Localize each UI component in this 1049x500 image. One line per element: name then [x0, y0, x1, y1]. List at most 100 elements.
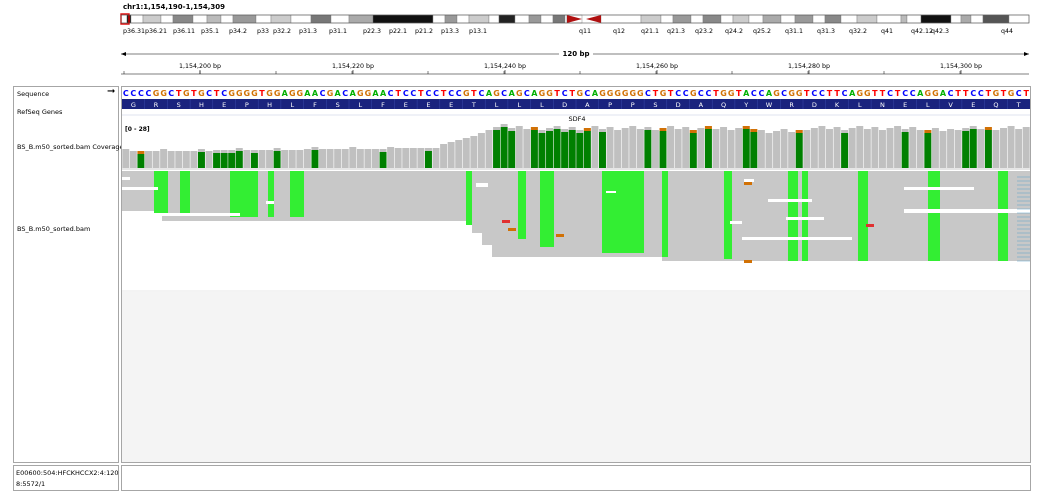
sequence-base: G — [932, 89, 939, 98]
coverage-mismatch-cap — [137, 151, 145, 154]
ideogram-band — [142, 14, 162, 24]
coverage-mismatch-cap — [530, 127, 538, 130]
sequence-base: C — [168, 89, 174, 98]
sequence-base: T — [441, 89, 447, 98]
alignment-gap — [476, 183, 488, 187]
coverage-track-label[interactable]: BS_B.m50_sorted.bam Coverage — [17, 143, 124, 151]
sequence-base: T — [880, 89, 886, 98]
ideogram-band-label: q25.2 — [753, 28, 771, 35]
amino-acid-label: L — [540, 101, 544, 109]
coverage-bar — [1007, 126, 1015, 168]
sequence-base: T — [668, 89, 674, 98]
coverage-bar — [720, 127, 728, 168]
ideogram-band — [192, 14, 208, 24]
ideogram-band — [270, 14, 292, 24]
coverage-mismatch-cap — [924, 130, 932, 133]
sequence-base: C — [138, 89, 144, 98]
ideogram-band — [564, 14, 568, 24]
ideogram-band — [232, 14, 257, 24]
coverage-bar — [394, 148, 402, 168]
alignment-mismatch — [508, 228, 516, 231]
coverage-mismatch-cap — [795, 130, 803, 133]
ideogram-band-label: p13.1 — [469, 28, 487, 35]
amino-acid-label: E — [903, 101, 907, 109]
coverage-bar — [145, 151, 152, 168]
coverage-bar — [402, 148, 410, 168]
ideogram-band-label: p33 — [257, 28, 269, 35]
alignment-gap — [122, 177, 130, 180]
sequence-base: C — [410, 89, 416, 98]
sequence-base: G — [228, 89, 235, 98]
alignment-track-label[interactable]: BS_B.m50_sorted.bam — [17, 225, 91, 233]
amino-acid-label: F — [313, 101, 317, 109]
ideogram-band — [310, 14, 332, 24]
coverage-bar — [485, 130, 493, 168]
amino-acid-label: D — [812, 101, 817, 109]
coverage-bar — [780, 129, 788, 168]
coverage-bar — [356, 149, 364, 168]
alignment-read-block — [492, 245, 1030, 257]
ruler-span-bg — [559, 49, 593, 58]
alignment-methyl-column — [240, 171, 258, 217]
chromosome-ideogram[interactable]: p36.31 p36.21 p36.11 p35.1 p34.2 p33 p32.2 p31.… — [120, 13, 1031, 35]
sequence-base: T — [259, 89, 265, 98]
sequence-base: T — [176, 89, 182, 98]
sequence-base: T — [872, 89, 878, 98]
coverage-bar — [886, 128, 894, 168]
ideogram-band-label: q32.2 — [849, 28, 867, 35]
coverage-methyl-bar — [220, 153, 228, 168]
coverage-bar — [326, 149, 334, 168]
coverage-bar — [765, 133, 773, 168]
coverage-bar — [349, 147, 357, 168]
coverage-bar — [878, 130, 886, 168]
sequence-track-label[interactable]: Sequence — [17, 90, 50, 98]
coverage-bar — [129, 151, 137, 168]
ruler-tick-label: 1,154,200 bp — [179, 63, 221, 70]
sequence-base: G — [864, 89, 871, 98]
gene-name: SDF4 — [568, 115, 585, 123]
coverage-bar — [334, 149, 342, 168]
alignment-methyl-column — [788, 171, 798, 261]
strand-arrow-icon[interactable]: ➞ — [107, 86, 116, 97]
alignment-read-block — [162, 211, 1030, 221]
coverage-bar — [636, 129, 644, 168]
alignment-mismatch — [744, 182, 752, 185]
refseq-track-label[interactable]: RefSeq Genes — [17, 108, 63, 116]
sequence-base: C — [320, 89, 326, 98]
coverage-bar — [614, 130, 622, 168]
sequence-base: C — [123, 89, 129, 98]
coverage-bar — [1015, 129, 1023, 168]
coverage-bar — [712, 129, 720, 168]
position-ruler[interactable]: 120 bp 1,154,200 bp 1,154,220 bp 1,154,240 … — [121, 44, 1031, 82]
ideogram-band-label: q24.2 — [725, 28, 743, 35]
alignment-read-block — [472, 221, 1030, 233]
amino-acid-label: P — [245, 101, 249, 109]
alignment-gap — [904, 187, 974, 190]
sequence-base: T — [653, 89, 659, 98]
sequence-base: A — [509, 89, 516, 98]
ideogram-band — [444, 14, 458, 24]
ruler-arrow-left — [121, 52, 126, 56]
sequence-base: G — [297, 89, 304, 98]
coverage-methyl-bar — [704, 129, 712, 168]
alignment-gap — [266, 201, 274, 204]
sequence-base: A — [940, 89, 947, 98]
coverage-bar — [591, 126, 599, 168]
ideogram-band — [812, 14, 826, 24]
amino-acid-label: E — [404, 101, 408, 109]
status-panel: E00600:504:HFCKHCCX2:4:120 8:5572/1 — [13, 465, 119, 491]
coverage-mismatch-cap — [659, 128, 667, 131]
alignment-methyl-column — [602, 171, 644, 253]
centromere-right — [586, 15, 601, 23]
amino-acid-label: A — [585, 101, 590, 109]
ideogram-band — [748, 14, 764, 24]
sequence-base: T — [713, 89, 719, 98]
coverage-bar — [258, 150, 266, 168]
ideogram-band — [672, 14, 692, 24]
sequence-base: C — [645, 89, 651, 98]
alignment-mismatch — [866, 224, 874, 227]
sequence-base: C — [970, 89, 976, 98]
ideogram-band — [824, 14, 842, 24]
